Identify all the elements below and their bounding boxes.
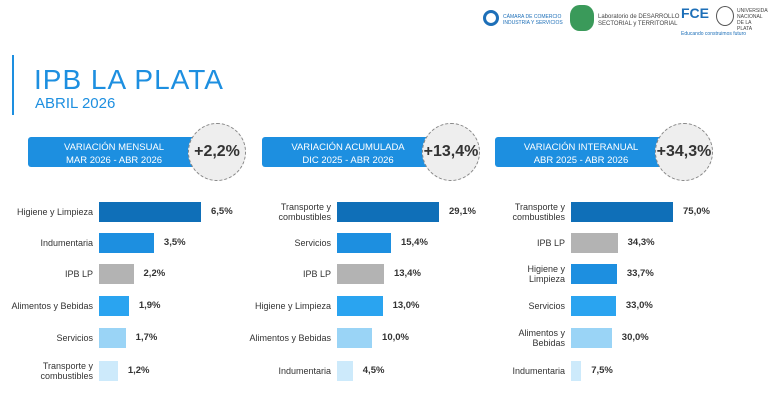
value-label: 2,2% [143, 268, 166, 279]
category-label: Alimentos y Bebidas [518, 328, 565, 348]
category-label: Servicios [528, 301, 565, 311]
page-subtitle: ABRIL 2026 [35, 95, 116, 112]
value-label: 1,2% [127, 365, 150, 376]
value-label: 34,3% [627, 237, 655, 248]
value-label: 13,0% [392, 300, 420, 311]
category-label: Higiene y Limpieza [527, 264, 565, 284]
category-label: Servicios [56, 333, 93, 343]
logo-text: Educando construimos futuro [681, 31, 747, 37]
logo-text: UNIVERSIDAD NACIONAL DE LA PLATA [737, 8, 768, 32]
headline-value: +13,4% [422, 123, 480, 181]
value-label: 6,5% [211, 206, 233, 217]
bar [571, 202, 673, 222]
bar [99, 233, 154, 253]
bar [571, 296, 616, 316]
header-box: VARIACIÓN MENSUAL MAR 2026 - ABR 2026 [28, 137, 200, 167]
category-label: Alimentos y Bebidas [11, 301, 93, 311]
value-label: 3,5% [163, 237, 186, 248]
logo-text: Laboratorio de DESARROLLO SECTORIAL y TER… [598, 14, 679, 28]
bar [337, 296, 383, 316]
value-label: 33,0% [625, 300, 653, 311]
value-label: 7,5% [591, 365, 613, 376]
value-label: 1,7% [135, 332, 158, 343]
logo-icon [570, 5, 594, 31]
value-label: 15,4% [400, 237, 428, 248]
category-label: Alimentos y Bebidas [249, 333, 331, 343]
logo-text: FCE [681, 5, 709, 21]
logo-text: INDUSTRIA Y SERVICIOS [503, 20, 563, 26]
bar [99, 361, 118, 381]
bar [99, 264, 134, 284]
header-subtitle: DIC 2025 - ABR 2026 [302, 155, 394, 166]
category-label: Indumentaria [40, 238, 93, 248]
bar [337, 202, 439, 222]
category-label: IPB LP [536, 238, 565, 248]
category-label: Indumentaria [278, 366, 331, 376]
header-title: VARIACIÓN MENSUAL [63, 142, 165, 153]
logo-text: CÁMARA DE COMERCIO [503, 14, 562, 20]
category-label: Transporte y combustibles [40, 361, 93, 381]
accent-line [12, 55, 14, 115]
value-label: 75,0% [683, 206, 710, 217]
logo-text: CÁMARA DE COMERCIO INDUSTRIA Y SERVICIOS [503, 14, 563, 26]
category-label: Servicios [294, 238, 331, 248]
bar [99, 202, 201, 222]
bar [337, 361, 353, 381]
header-subtitle: MAR 2026 - ABR 2026 [65, 155, 163, 166]
category-label: Indumentaria [512, 366, 565, 376]
headline-value: +34,3% [655, 123, 713, 181]
bar [571, 361, 582, 381]
category-label: Higiene y Limpieza [254, 301, 331, 311]
value-label: 29,1% [449, 206, 476, 217]
value-label: 1,9% [138, 300, 161, 311]
bar [571, 328, 612, 348]
bar [337, 233, 391, 253]
page-title: IPB LA PLATA [34, 64, 224, 95]
header-subtitle: ABR 2025 - ABR 2026 [533, 155, 629, 166]
category-label: IPB LP [302, 269, 331, 279]
headline-value: +2,2% [188, 123, 246, 181]
bar [337, 328, 373, 348]
category-label: Higiene y Limpieza [16, 207, 93, 217]
header-title: VARIACIÓN INTERANUAL [523, 142, 639, 153]
value-label: 4,5% [362, 365, 385, 376]
value-label: 10,0% [382, 332, 409, 343]
logo-icon [483, 10, 499, 26]
category-label: IPB LP [64, 269, 93, 279]
bar [337, 264, 384, 284]
logo-text: Laboratorio de DESARROLLO [598, 14, 680, 20]
bar [571, 264, 617, 284]
value-label: 33,7% [626, 268, 654, 279]
header-box: VARIACIÓN ACUMULADA DIC 2025 - ABR 2026 [262, 137, 434, 167]
value-label: 13,4% [393, 268, 421, 279]
bar [571, 233, 618, 253]
category-label: Transporte y combustibles [278, 202, 331, 222]
header-box: VARIACIÓN INTERANUAL ABR 2025 - ABR 2026 [495, 137, 667, 167]
bar [99, 296, 129, 316]
bar [99, 328, 126, 348]
category-label: Transporte y combustibles [512, 202, 565, 222]
logo-text: SECTORIAL y TERRITORIAL [598, 21, 678, 27]
logo-icon [716, 6, 734, 26]
header-title: VARIACIÓN ACUMULADA [291, 142, 405, 153]
value-label: 30,0% [621, 332, 649, 343]
